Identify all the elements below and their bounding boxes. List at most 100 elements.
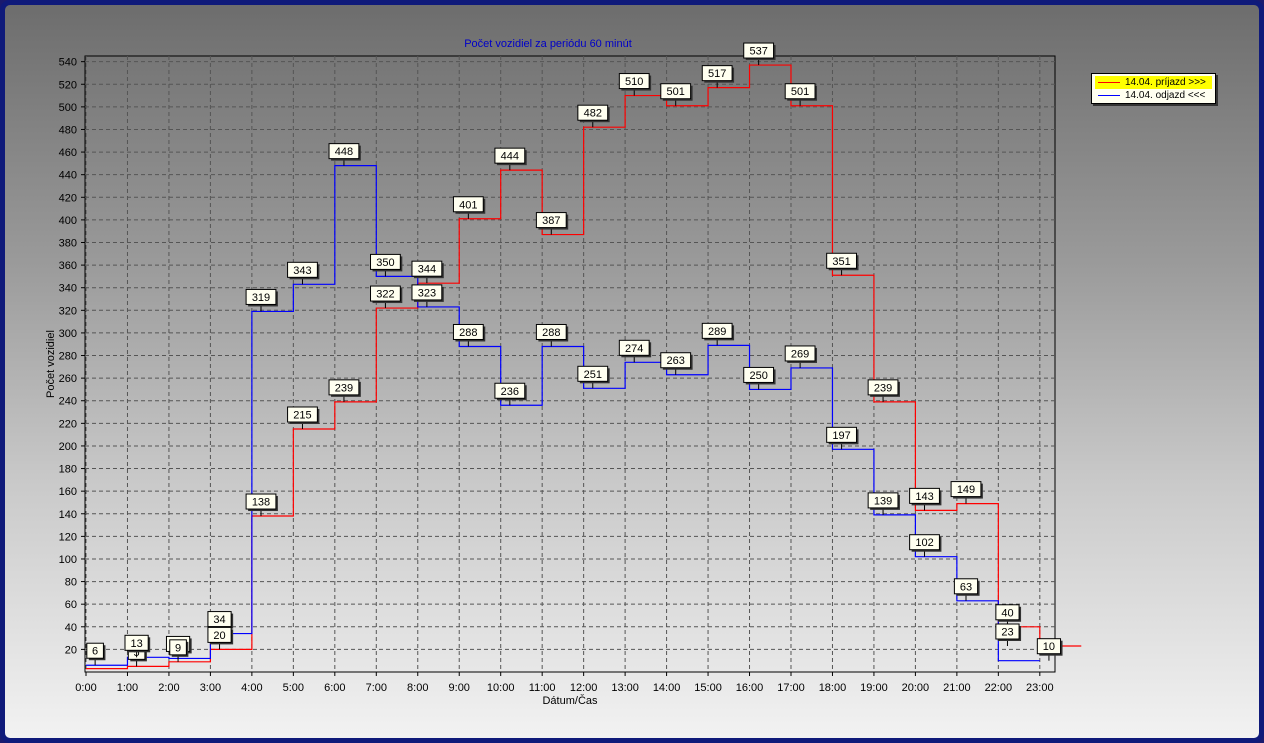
legend-swatch-departures (1098, 95, 1120, 96)
data-label: 20 (213, 630, 225, 642)
y-tick-label: 180 (59, 464, 77, 476)
x-tick-label: 7:00 (366, 682, 387, 694)
data-label-box (618, 339, 650, 356)
y-tick-label: 520 (59, 79, 77, 91)
data-label: 288 (459, 327, 477, 339)
data-label-box (411, 284, 443, 301)
data-label: 482 (584, 108, 602, 120)
x-tick-label: 19:00 (860, 682, 888, 694)
y-tick-label: 320 (59, 305, 77, 317)
data-label: 251 (584, 369, 602, 381)
plot-area (84, 55, 1056, 673)
data-label: 63 (960, 581, 972, 593)
data-label-box (743, 42, 775, 59)
data-label: 9 (175, 642, 181, 654)
data-label-box (701, 65, 733, 82)
x-tick-label: 11:00 (529, 682, 556, 694)
data-label-box (169, 639, 187, 656)
y-tick-label: 360 (59, 260, 77, 272)
data-label-box (950, 481, 982, 498)
data-label: 34 (213, 614, 225, 626)
data-label: 6 (92, 646, 98, 658)
data-label-box (743, 366, 775, 383)
legend-item-arrivals: 14.04. príjazd >>> (1095, 76, 1212, 89)
data-label: 23 (1001, 627, 1013, 639)
x-tick-label: 3:00 (200, 682, 221, 694)
x-tick-label: 17:00 (777, 682, 805, 694)
data-label-box (370, 253, 401, 270)
data-label-box (287, 261, 318, 278)
x-tick-label: 10:00 (487, 682, 515, 694)
data-label: 444 (501, 151, 519, 163)
data-label-box (370, 285, 401, 302)
series-line-departures (86, 165, 1040, 666)
data-label-box (909, 487, 940, 504)
data-label: 143 (915, 491, 933, 503)
y-tick-label: 20 (65, 644, 77, 656)
y-tick-label: 240 (59, 396, 77, 408)
data-label-box (535, 212, 567, 229)
data-label: 239 (874, 382, 892, 394)
data-label: 215 (293, 409, 311, 421)
data-label-box (660, 83, 692, 100)
y-tick-label: 280 (59, 351, 77, 363)
data-label-box (245, 493, 277, 510)
y-tick-label: 100 (59, 554, 77, 566)
data-label: 350 (376, 257, 394, 269)
x-tick-label: 4:00 (241, 682, 262, 694)
data-label: 288 (542, 327, 560, 339)
legend-label-departures: 14.04. odjazd <<< (1125, 90, 1206, 101)
data-label: 510 (625, 76, 643, 88)
data-label-box (784, 345, 816, 362)
x-tick-label: 16:00 (736, 682, 764, 694)
y-tick-label: 540 (59, 57, 77, 69)
data-label-box (784, 83, 816, 100)
data-label: 351 (832, 256, 850, 268)
data-label: 269 (791, 348, 809, 360)
data-label: 138 (252, 497, 270, 509)
x-tick-label: 21:00 (943, 682, 971, 694)
y-tick-label: 200 (59, 441, 77, 453)
data-label-box (618, 73, 650, 90)
data-label-box (535, 323, 567, 340)
data-label: 274 (625, 343, 643, 355)
data-label-box (953, 578, 979, 595)
y-tick-label: 120 (59, 531, 77, 543)
data-label-box (494, 382, 526, 399)
data-label-box (577, 365, 609, 382)
data-label: 517 (708, 68, 726, 80)
data-label: 322 (376, 289, 394, 301)
chart-legend: 14.04. príjazd >>> 14.04. odjazd <<< (1091, 73, 1216, 104)
x-tick-label: 6:00 (324, 682, 345, 694)
y-tick-label: 140 (59, 509, 77, 521)
y-tick-label: 40 (65, 622, 77, 634)
data-label: 401 (459, 199, 477, 211)
data-label: 263 (667, 355, 685, 367)
data-label-box (577, 104, 609, 121)
data-label-box (411, 260, 443, 277)
x-tick-label: 0:00 (75, 682, 96, 694)
data-label: 343 (293, 265, 311, 277)
data-label: 448 (335, 146, 353, 158)
legend-swatch-arrivals (1098, 82, 1120, 83)
y-tick-label: 460 (59, 147, 77, 159)
x-tick-label: 14:00 (653, 682, 681, 694)
data-label-box (826, 426, 857, 443)
data-label: 10 (1043, 641, 1055, 653)
y-tick-label: 380 (59, 237, 77, 249)
data-label-box (245, 288, 277, 305)
x-tick-label: 8:00 (407, 682, 428, 694)
y-tick-label: 80 (65, 577, 77, 589)
data-label-box (995, 604, 1020, 621)
data-label-box (1036, 638, 1062, 655)
data-label-box (660, 352, 692, 369)
data-label-box (867, 492, 899, 509)
y-tick-label: 420 (59, 192, 77, 204)
x-tick-label: 1:00 (117, 682, 138, 694)
data-label: 537 (749, 46, 767, 58)
x-tick-label: 12:00 (570, 682, 598, 694)
x-axis-title: Dátum/Čas (542, 694, 598, 707)
data-label-box (328, 379, 360, 396)
data-label-box (452, 323, 484, 340)
data-label: 197 (832, 430, 850, 442)
